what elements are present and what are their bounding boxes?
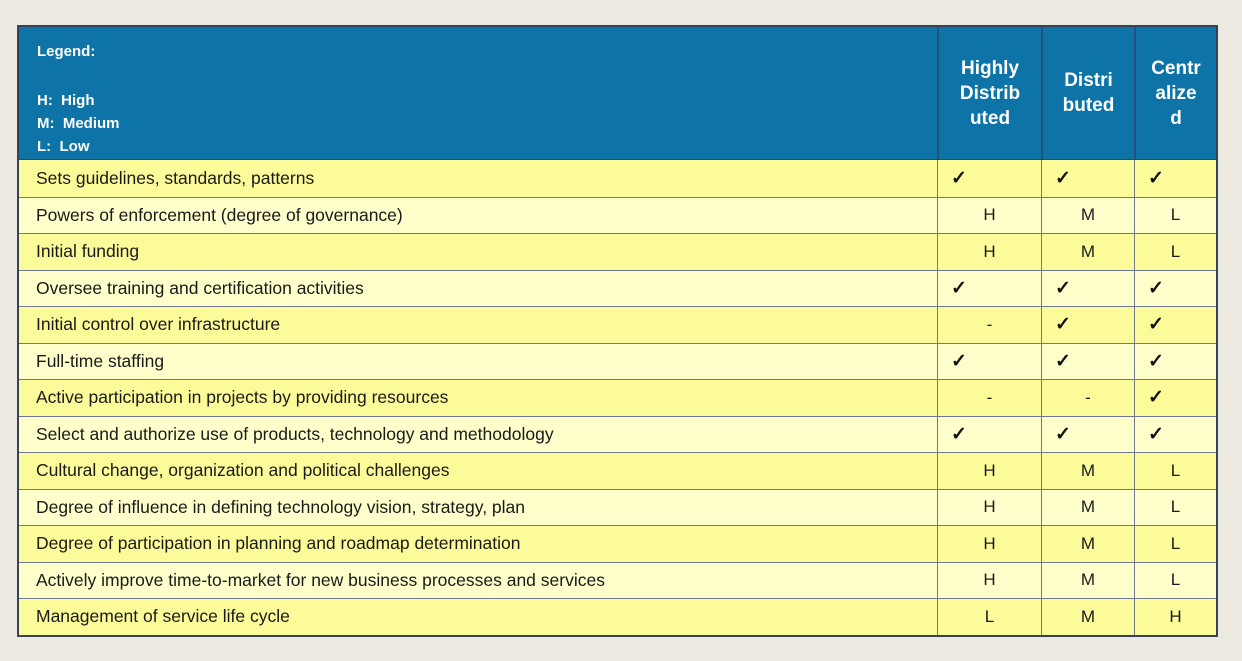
cell-centralized: ✓ [1134,416,1216,452]
cell-distributed: ✓ [1041,160,1134,197]
legend-entry-high: H: High [37,92,95,109]
table-row: Cultural change, organization and politi… [19,452,1216,489]
table-row: Powers of enforcement (degree of governa… [19,196,1216,233]
header-line: alize [1155,82,1197,104]
cell-distributed: M [1041,489,1134,525]
table-body: Sets guidelines, standards, patterns ✓ ✓… [19,160,1216,635]
table-row: Initial funding H M L [19,233,1216,270]
cell-distributed: ✓ [1041,270,1134,306]
header-line: Centr [1151,57,1201,79]
legend-entry-low: L: Low [37,138,90,155]
cell-distributed: M [1041,562,1134,598]
table-row: Degree of participation in planning and … [19,525,1216,562]
table-row: Oversee training and certification activ… [19,269,1216,306]
cell-centralized: L [1134,526,1216,562]
cell-centralized: L [1134,562,1216,598]
cell-distributed: M [1041,453,1134,489]
cell-highly-distributed: ✓ [937,416,1041,452]
cell-highly-distributed: H [937,489,1041,525]
row-label: Active participation in projects by prov… [36,387,449,408]
column-header-distributed: Distri buted [1041,27,1134,159]
column-header-highly-distributed: Highly Distrib uted [937,27,1041,159]
row-label: Sets guidelines, standards, patterns [36,167,315,188]
cell-centralized: L [1134,453,1216,489]
cell-highly-distributed: H [937,234,1041,270]
cell-distributed: M [1041,526,1134,562]
cell-highly-distributed: H [937,526,1041,562]
cell-distributed: ✓ [1041,343,1134,379]
cell-centralized: L [1134,489,1216,525]
cell-highly-distributed: H [937,562,1041,598]
header-line: Distrib [959,82,1021,104]
header-line: Distri [1064,70,1113,91]
cell-distributed: M [1041,599,1134,635]
cell-centralized: ✓ [1134,270,1216,306]
legend-entry-medium: M: Medium [37,115,120,132]
table-row: Initial control over infrastructure - ✓ … [19,306,1216,343]
cell-highly-distributed: L [937,599,1041,635]
cell-highly-distributed: ✓ [937,160,1041,197]
table-row: Active participation in projects by prov… [19,379,1216,416]
legend-cell: Legend: H: High M: Medium L: Low [19,27,937,159]
table-row: Degree of influence in defining technolo… [19,488,1216,525]
header-line: buted [1062,95,1115,116]
cell-highly-distributed: H [937,453,1041,489]
table-row: Full-time staffing ✓ ✓ ✓ [19,342,1216,379]
header-line: Highly [960,57,1020,79]
row-label: Cultural change, organization and politi… [36,460,450,481]
cell-highly-distributed: - [937,307,1041,343]
cell-centralized: L [1134,234,1216,270]
table-row: Management of service life cycle L M H [19,598,1216,635]
header-line: uted [969,107,1011,129]
cell-centralized: ✓ [1134,307,1216,343]
cell-centralized: ✓ [1134,160,1216,197]
column-header-centralized: Centr alize d [1134,27,1216,159]
row-label: Select and authorize use of products, te… [36,423,554,444]
governance-comparison-table: Legend: H: High M: Medium L: Low Highly … [17,25,1218,637]
cell-highly-distributed: - [937,380,1041,416]
row-label: Degree of influence in defining technolo… [36,496,526,517]
cell-highly-distributed: ✓ [937,343,1041,379]
row-label: Initial control over infrastructure [36,314,281,335]
legend-spacer [37,63,937,89]
cell-distributed: M [1041,197,1134,233]
cell-highly-distributed: H [937,197,1041,233]
cell-distributed: ✓ [1041,307,1134,343]
row-label: Powers of enforcement (degree of governa… [36,204,403,225]
cell-highly-distributed: ✓ [937,270,1041,306]
row-label: Management of service life cycle [36,606,290,627]
cell-distributed: ✓ [1041,416,1134,452]
table-header-row: Legend: H: High M: Medium L: Low Highly … [19,27,1216,160]
cell-centralized: H [1134,599,1216,635]
row-label: Oversee training and certification activ… [36,277,364,298]
row-label: Actively improve time-to-market for new … [36,569,605,590]
row-label: Initial funding [36,241,140,262]
table-row: Actively improve time-to-market for new … [19,561,1216,598]
cell-centralized: ✓ [1134,343,1216,379]
row-label: Full-time staffing [36,350,165,371]
cell-distributed: M [1041,234,1134,270]
cell-distributed: - [1041,380,1134,416]
header-line: d [1170,107,1182,129]
cell-centralized: L [1134,197,1216,233]
cell-centralized: ✓ [1134,380,1216,416]
row-label: Degree of participation in planning and … [36,533,521,554]
legend-title: Legend: [37,43,96,60]
table-row: Sets guidelines, standards, patterns ✓ ✓… [19,160,1216,197]
table-row: Select and authorize use of products, te… [19,415,1216,452]
